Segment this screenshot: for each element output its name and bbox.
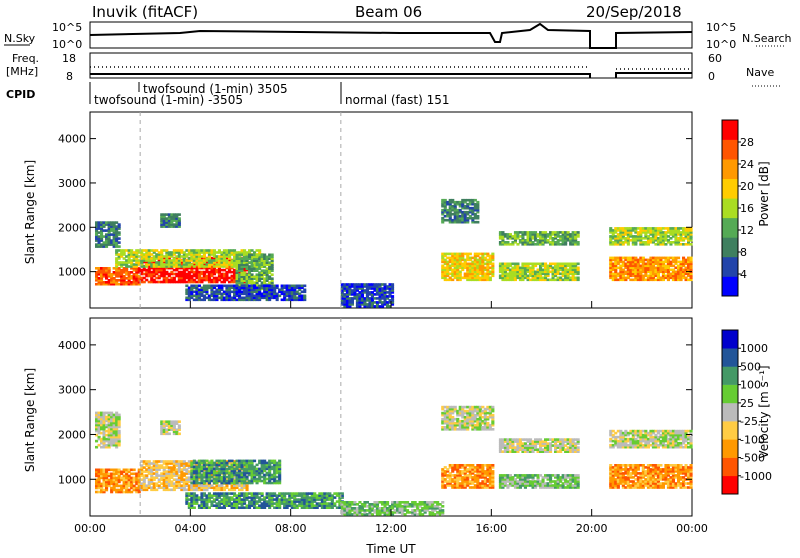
power-cell-12 (677, 257, 680, 260)
power-cell-10 (577, 277, 580, 280)
power-cell-6 (303, 295, 306, 298)
nave-tick-bottom: 0 (708, 70, 715, 83)
nave-label: Nave (746, 66, 774, 79)
power-ytick-label: 3000 (58, 177, 86, 190)
cpid-label: CPID (6, 88, 35, 101)
power-cell-10 (577, 267, 580, 270)
velocity-cell-2 (278, 460, 281, 463)
power-ytick-label: 1000 (58, 266, 86, 279)
velocity-cell-4 (168, 433, 171, 436)
power-cell-5 (271, 273, 274, 276)
power-cell-13 (391, 295, 394, 298)
power-cell-5 (256, 254, 259, 257)
freq-label: Freq. (12, 52, 39, 65)
power-cell-8 (469, 253, 472, 256)
power-cell-9 (577, 231, 580, 234)
power-panel: 1000 2000 3000 4000 Slant Range [km] (23, 112, 693, 308)
power-cell-3 (118, 237, 121, 240)
velocity-cell-5 (193, 506, 196, 509)
power-cell-6 (303, 289, 306, 292)
power-cell-2 (258, 249, 261, 252)
beam-title: Beam 06 (355, 3, 422, 21)
velocity-cell-1 (246, 484, 249, 487)
power-cell-8 (491, 253, 494, 256)
power-cell-9 (577, 241, 580, 244)
nsky-panel (90, 22, 692, 48)
power-cell-10 (577, 263, 580, 266)
freq-unit: [MHz] (6, 65, 38, 78)
power-cell-10 (516, 263, 519, 266)
power-cell-13 (391, 283, 394, 286)
nsky-tick-bottom: 10^0 (52, 38, 82, 51)
nave-tick-top: 60 (708, 52, 722, 65)
nave-line (90, 67, 692, 69)
station-title: Inuvik (fitACF) (92, 3, 198, 21)
velocity-cell-5 (261, 492, 264, 495)
cpid-entry-2: twofsound (1-min) 3505 (143, 82, 288, 96)
velocity-cell-4 (178, 424, 181, 427)
power-cell-7 (476, 221, 479, 224)
power-ylabel: Slant Range [km] (23, 160, 37, 264)
power-cell-8 (491, 263, 494, 266)
power-cell-12 (690, 257, 693, 260)
freq-tick-bottom: 8 (66, 70, 73, 83)
velocity-cell-3 (118, 430, 121, 433)
nsearch-label: N.Search (742, 32, 792, 45)
cpid-entry-3: normal (fast) 151 (345, 93, 449, 107)
velocity-cell-3 (118, 414, 121, 417)
freq-tick-top: 18 (62, 52, 76, 65)
nsky-label: N.Sky (4, 32, 36, 45)
nsearch-tick-top: 10^5 (706, 21, 736, 34)
power-cell-7 (476, 201, 479, 204)
power-cell-4 (178, 213, 181, 216)
power-cell-3 (118, 241, 121, 244)
velocity-cell-0 (133, 469, 136, 472)
power-cell-6 (276, 285, 279, 288)
date-title: 20/Sep/2018 (586, 3, 682, 21)
power-cell-3 (118, 231, 121, 234)
power-cell-3 (118, 245, 121, 248)
nsearch-tick-bottom: 10^0 (706, 38, 736, 51)
power-cell-4 (178, 217, 181, 220)
nsky-line (90, 24, 692, 48)
power-cell-3 (118, 223, 121, 226)
power-cell-5 (271, 277, 274, 280)
power-cell-5 (271, 254, 274, 257)
power-cell-7 (476, 215, 479, 218)
power-ytick-label: 4000 (58, 133, 86, 146)
power-cell-6 (303, 285, 306, 288)
power-cell-11 (690, 243, 693, 246)
freq-line (90, 73, 692, 78)
velocity-cell-4 (178, 420, 181, 423)
power-ytick-label: 2000 (58, 221, 86, 234)
velocity-cell-2 (253, 460, 256, 463)
nsky-tick-top: 10^5 (52, 21, 82, 34)
power-cell-0 (108, 267, 111, 270)
velocity-cell-4 (178, 433, 181, 436)
